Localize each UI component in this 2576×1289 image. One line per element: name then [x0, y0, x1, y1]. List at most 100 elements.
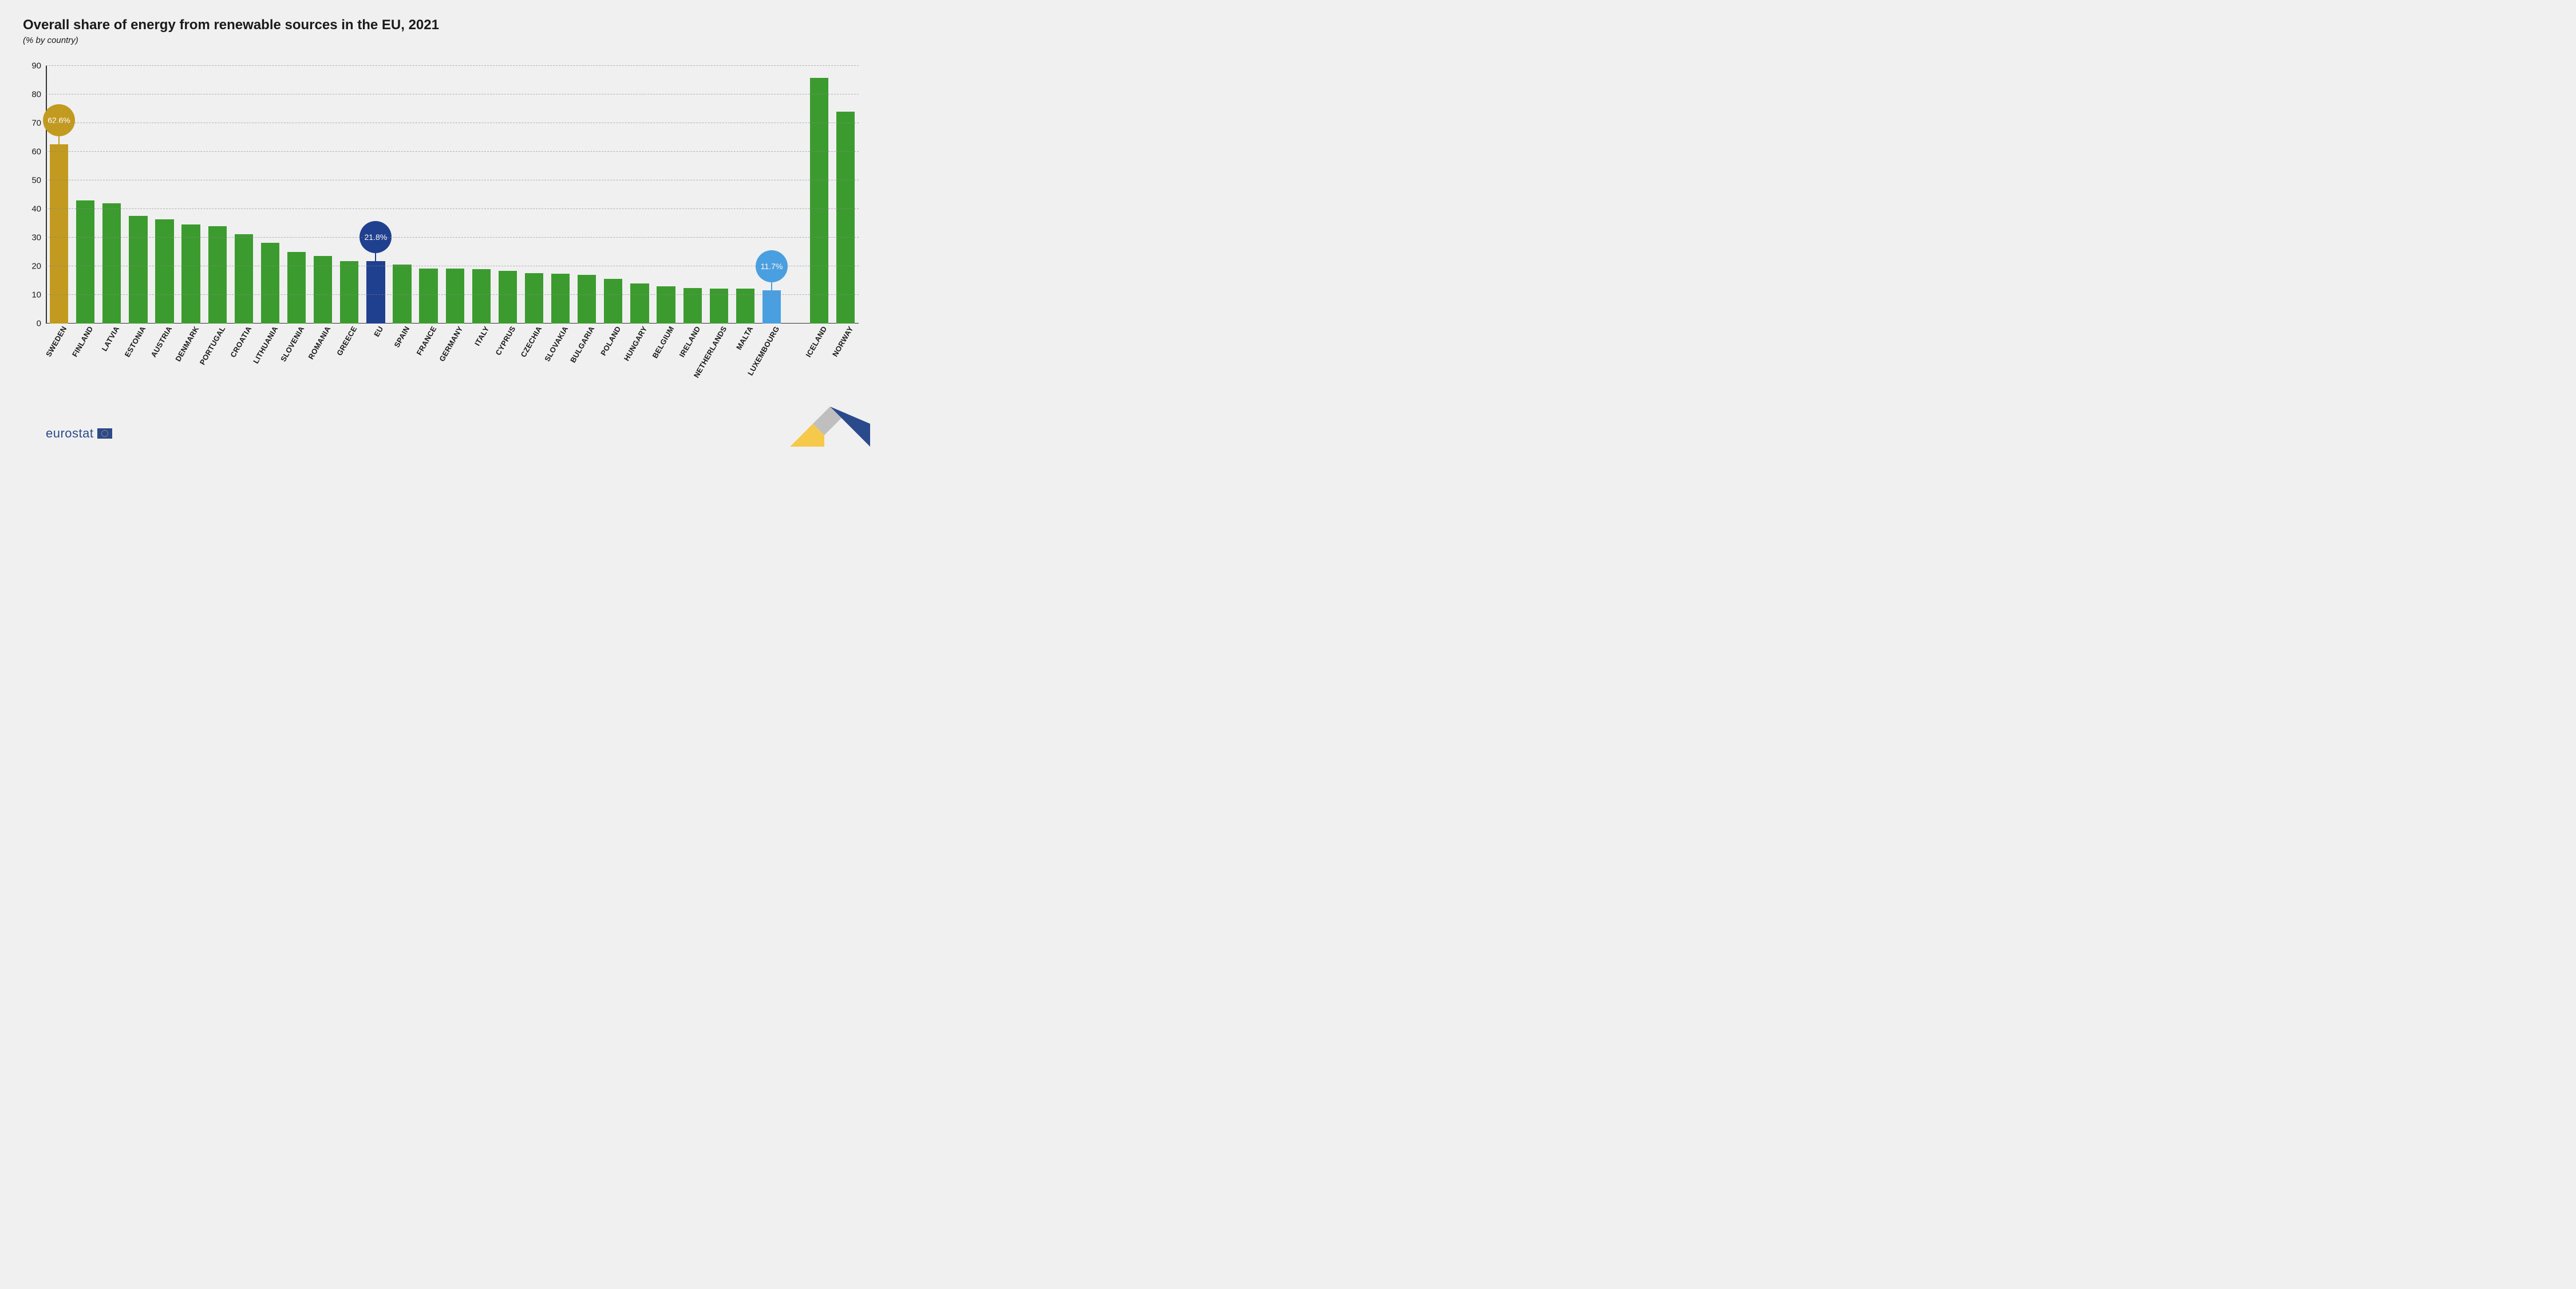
- eurostat-logo: eurostat: [46, 426, 112, 441]
- x-axis-label: SLOVENIA: [279, 325, 306, 363]
- bar-slot: CROATIA: [231, 66, 257, 324]
- x-axis-label: CZECHIA: [519, 325, 544, 358]
- x-axis-label: PORTUGAL: [197, 325, 227, 366]
- bar-slot: 21.8%EU: [362, 66, 389, 324]
- bar-slot: ITALY: [468, 66, 495, 324]
- bar: [340, 261, 358, 324]
- bar: [76, 200, 94, 324]
- x-axis-label: LATVIA: [100, 325, 121, 353]
- bar: [810, 78, 828, 324]
- bar-slot: MALTA: [732, 66, 758, 324]
- bar-slot: PORTUGAL: [204, 66, 231, 324]
- x-axis-label: MALTA: [734, 325, 755, 352]
- eu-flag-icon: [97, 428, 112, 439]
- bar: [551, 274, 570, 324]
- x-axis-label: AUSTRIA: [149, 325, 174, 358]
- x-axis-label: HUNGARY: [622, 325, 649, 362]
- callout-stem: [771, 282, 772, 290]
- x-axis-label: SLOVAKIA: [543, 325, 570, 363]
- bar: 11.7%: [762, 290, 781, 324]
- bar-slot: 62.6%SWEDEN: [46, 66, 72, 324]
- bar-slot: AUSTRIA: [151, 66, 177, 324]
- bar: [419, 269, 437, 324]
- bar: [472, 269, 491, 324]
- chart-title: Overall share of energy from renewable s…: [23, 17, 870, 33]
- callout-stem: [375, 253, 376, 261]
- chart-subtitle: (% by country): [23, 36, 870, 45]
- bar: [102, 203, 121, 324]
- bar-slot: CYPRUS: [495, 66, 521, 324]
- x-axis-label: POLAND: [599, 325, 622, 357]
- bar: [683, 288, 702, 324]
- bar: [710, 289, 728, 324]
- y-tick-label: 50: [31, 176, 46, 186]
- bar: [129, 216, 147, 324]
- x-axis-label: GERMANY: [437, 325, 464, 363]
- bar-slot: NORWAY: [832, 66, 859, 324]
- grid-line: [46, 237, 859, 238]
- x-axis-label: ESTONIA: [123, 325, 148, 358]
- x-axis-label: ICELAND: [804, 325, 829, 358]
- value-callout: 62.6%: [43, 104, 75, 144]
- bar-slot: LATVIA: [98, 66, 125, 324]
- bar: [525, 273, 543, 324]
- logo-text: eurostat: [46, 426, 94, 441]
- group-gap: [785, 66, 806, 324]
- grid-line: [46, 208, 859, 209]
- y-tick-label: 0: [37, 319, 46, 329]
- bar-slot: FRANCE: [416, 66, 442, 324]
- value-callout: 21.8%: [359, 221, 392, 261]
- bar-slot: FINLAND: [72, 66, 98, 324]
- x-axis-label: BULGARIA: [568, 325, 596, 364]
- bar-slot: SLOVENIA: [283, 66, 310, 324]
- x-axis-label: DENMARK: [173, 325, 200, 363]
- bar-slot: SPAIN: [389, 66, 415, 324]
- bar: 62.6%: [50, 144, 68, 324]
- decorative-swoosh-icon: [756, 395, 870, 447]
- bar: [657, 286, 675, 324]
- y-tick-label: 10: [31, 290, 46, 300]
- bar-slot: LITHUANIA: [257, 66, 283, 324]
- bar-slot: SLOVAKIA: [547, 66, 574, 324]
- bar: [836, 112, 855, 324]
- bar: [261, 243, 279, 324]
- x-axis-label: SWEDEN: [44, 325, 68, 358]
- bar: [208, 226, 227, 324]
- bar-slot: POLAND: [600, 66, 626, 324]
- x-axis-label: NORWAY: [831, 325, 855, 358]
- bar-slot: NETHERLANDS: [706, 66, 732, 324]
- x-axis-label: CYPRUS: [493, 325, 517, 357]
- x-axis-label: FINLAND: [70, 325, 95, 358]
- x-axis-label: ITALY: [473, 325, 491, 347]
- bar-slot: ESTONIA: [125, 66, 151, 324]
- bar-slot: ICELAND: [806, 66, 832, 324]
- bar-slot: ROMANIA: [310, 66, 336, 324]
- x-axis-label: FRANCE: [414, 325, 438, 357]
- bar-slot: DENMARK: [178, 66, 204, 324]
- grid-line: [46, 294, 859, 295]
- grid-line: [46, 65, 859, 66]
- value-callout: 11.7%: [756, 250, 788, 290]
- x-axis-label: SPAIN: [393, 325, 412, 349]
- x-axis-label: IRELAND: [677, 325, 702, 358]
- x-axis-label: EU: [372, 325, 385, 338]
- y-tick-label: 60: [31, 147, 46, 157]
- y-tick-label: 20: [31, 262, 46, 271]
- y-tick-label: 40: [31, 204, 46, 214]
- bar: [287, 252, 306, 324]
- bar: 21.8%: [366, 261, 385, 324]
- bar: [604, 279, 622, 324]
- x-axis-label: LITHUANIA: [251, 325, 279, 365]
- bars-row: 62.6%SWEDENFINLANDLATVIAESTONIAAUSTRIADE…: [46, 66, 859, 324]
- bar: [155, 219, 173, 324]
- x-axis-label: GREECE: [335, 325, 358, 357]
- y-tick-label: 80: [31, 90, 46, 100]
- y-tick-label: 30: [31, 233, 46, 243]
- bar-slot: 11.7%LUXEMBOURG: [758, 66, 785, 324]
- bar: [446, 269, 464, 324]
- callout-stem: [58, 136, 60, 144]
- y-tick-label: 70: [31, 119, 46, 128]
- bar: [630, 283, 649, 324]
- bar-slot: BELGIUM: [653, 66, 679, 324]
- bar: [235, 234, 253, 324]
